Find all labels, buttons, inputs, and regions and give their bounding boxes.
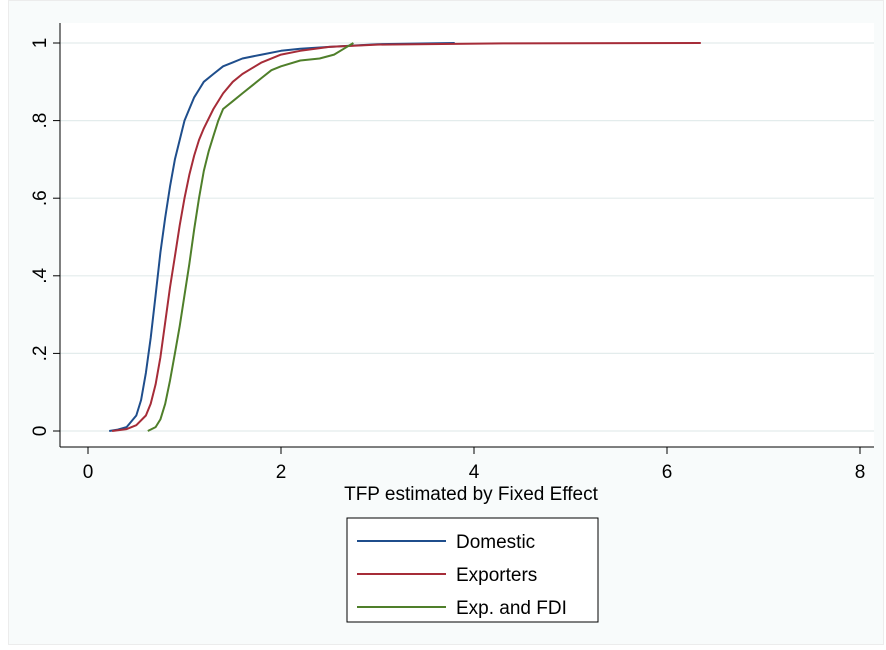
- x-tick-label-0: 0: [83, 462, 94, 483]
- legend-label-domestic: Domestic: [456, 532, 535, 553]
- plot-background: [60, 23, 874, 447]
- y-tick-label-2: .4: [30, 267, 51, 283]
- y-tick-label-4: .8: [30, 113, 51, 129]
- y-tick-label-5: 1: [30, 38, 51, 49]
- x-tick-label-2: 4: [469, 462, 480, 483]
- legend-label-exp-and-fdi: Exp. and FDI: [456, 598, 567, 619]
- y-tick-label-3: .6: [30, 190, 51, 206]
- series-line-domestic: [109, 42, 455, 432]
- x-tick-label-4: 8: [855, 462, 866, 483]
- legend-label-exporters: Exporters: [456, 565, 537, 586]
- x-tick-label-1: 2: [276, 462, 287, 483]
- x-tick-label-3: 6: [662, 462, 673, 483]
- legend: Domestic Exporters Exp. and FDI: [346, 517, 599, 623]
- series-line-exporters: [111, 42, 701, 432]
- series-line-exp-and-fdi: [147, 42, 354, 432]
- y-tick-label-1: .2: [30, 345, 51, 361]
- y-tick-label-0: 0: [30, 426, 51, 437]
- x-axis-title: TFP estimated by Fixed Effect: [344, 484, 599, 505]
- axes: 0 .2 .4 .6 .8 1 0 2 4 6 8 TFP estimated by Fixed Ef…: [30, 23, 874, 505]
- plot-area: [60, 23, 874, 447]
- legend-box: [346, 517, 599, 623]
